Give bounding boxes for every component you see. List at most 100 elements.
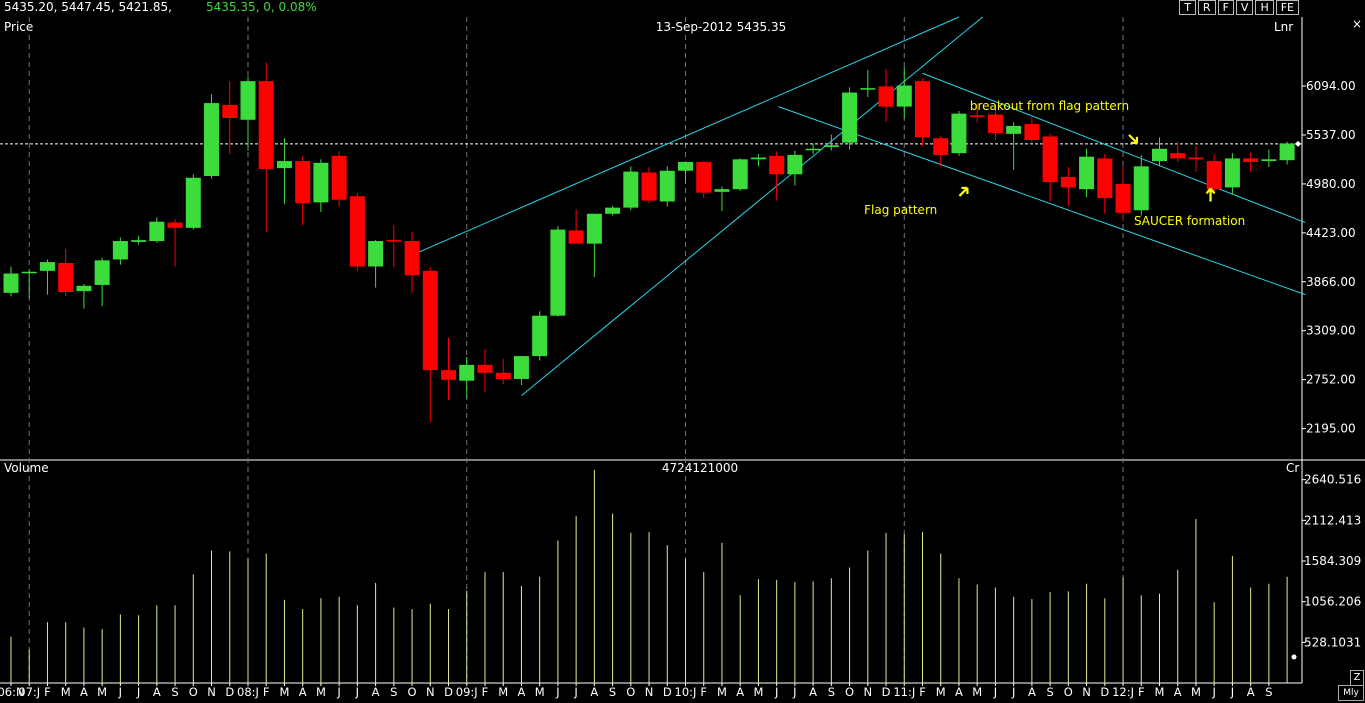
candle-body-down	[969, 115, 985, 117]
x-axis-month-label: M	[936, 685, 946, 699]
x-axis-month-label: D	[1100, 685, 1109, 699]
x-axis-month-label: D	[663, 685, 672, 699]
x-axis-month-label: O	[408, 685, 417, 699]
candle-body-up	[714, 189, 730, 192]
price-y-tick-label: 5537.00	[1306, 128, 1356, 142]
candle-body-up	[1133, 166, 1149, 211]
x-axis-month-label: M	[97, 685, 107, 699]
candle-body-down	[933, 138, 949, 155]
candle-body-down	[1243, 158, 1259, 162]
x-axis-month-label: A	[590, 685, 598, 699]
candle-body-up	[732, 159, 748, 190]
volume-scale-label: Cr	[1286, 461, 1299, 475]
x-axis-month-label: A	[80, 685, 88, 699]
candle-body-down	[878, 86, 894, 107]
x-axis-month-label: N	[426, 685, 435, 699]
x-axis-month-label: J	[993, 685, 997, 699]
candle-body-up	[750, 157, 766, 160]
annotation-arrow	[1128, 134, 1139, 144]
x-axis-month-label: J	[136, 685, 140, 699]
x-axis-month-label: A	[809, 685, 817, 699]
x-axis-month-label: J	[774, 685, 778, 699]
x-axis-month-label: 10:J	[675, 685, 697, 699]
volume-last-marker	[1291, 654, 1297, 660]
toolbar-button-t[interactable]: T	[1179, 0, 1196, 15]
x-axis-month-label: O	[626, 685, 635, 699]
candle-body-down	[1060, 176, 1076, 188]
price-y-tick-label: 2195.00	[1306, 422, 1356, 436]
candle-body-down	[477, 364, 493, 373]
toolbar-button-fe[interactable]: FE	[1275, 0, 1299, 15]
zoom-button[interactable]: Z	[1350, 670, 1364, 686]
x-axis-month-label: S	[828, 685, 835, 699]
price-panel-title: 13-Sep-2012 5435.35	[656, 20, 787, 34]
volume-panel-title: 4724121000	[662, 461, 738, 475]
x-axis-month-label: J	[1011, 685, 1015, 699]
candle-body-up	[823, 145, 839, 148]
x-axis-month-label: O	[189, 685, 198, 699]
x-axis-month-label: A	[1028, 685, 1036, 699]
candle-body-up	[1261, 159, 1277, 162]
x-axis-month-label: F	[919, 685, 926, 699]
candle-body-down	[1170, 153, 1186, 159]
candle-body-down	[386, 240, 402, 242]
toolbar-button-r[interactable]: R	[1197, 0, 1216, 15]
candle-body-up	[1224, 158, 1240, 188]
x-axis-month-label: M	[498, 685, 508, 699]
annotation-arrow	[1205, 187, 1216, 202]
candle-body-up	[204, 103, 220, 177]
candle-body-up	[313, 162, 329, 203]
candle-body-up	[112, 241, 128, 260]
x-axis-month-label: A	[1174, 685, 1182, 699]
x-axis-month-label: J	[1230, 685, 1234, 699]
close-icon[interactable]: ×	[1351, 17, 1362, 31]
x-axis-month-label: F	[482, 685, 489, 699]
trendline	[521, 16, 983, 397]
volume-y-tick-label: 2112.413	[1304, 513, 1361, 527]
x-axis-month-label: J	[555, 685, 559, 699]
candle-body-up	[39, 262, 55, 271]
x-axis-month-label: D	[225, 685, 234, 699]
x-axis-month-label: A	[299, 685, 307, 699]
toolbar-button-h[interactable]: H	[1255, 0, 1274, 15]
x-axis-month-label: J	[1211, 685, 1215, 699]
candle-body-down	[769, 155, 785, 175]
annotation-label: SAUCER formation	[1134, 214, 1245, 228]
x-axis-month-label: M	[279, 685, 289, 699]
price-y-tick-label: 4980.00	[1306, 177, 1356, 191]
candle-body-down	[295, 161, 311, 204]
candle-body-up	[951, 113, 967, 154]
candle-body-up	[532, 315, 548, 357]
candle-body-up	[131, 240, 147, 242]
candle-body-up	[368, 241, 384, 267]
x-axis-month-label: F	[1138, 685, 1145, 699]
candle-body-up	[623, 171, 639, 208]
candle-body-down	[987, 114, 1003, 133]
period-selector[interactable]: Mly	[1338, 685, 1364, 701]
candle-body-up	[459, 364, 475, 381]
x-axis-month-label: M	[1155, 685, 1165, 699]
candle-body-down	[696, 161, 712, 193]
x-axis-month-label: S	[1265, 685, 1272, 699]
candle-body-down	[641, 172, 657, 201]
candle-body-up	[21, 271, 37, 274]
toolbar-button-f[interactable]: F	[1217, 0, 1234, 15]
x-axis-month-label: J	[792, 685, 796, 699]
x-axis-month-label: N	[1082, 685, 1091, 699]
chart-toolbar: T R F V H FE	[1177, 0, 1299, 15]
candle-body-down	[349, 196, 365, 267]
x-axis-month-label: M	[972, 685, 982, 699]
candle-body-up	[659, 170, 675, 202]
candle-body-up	[94, 260, 110, 285]
toolbar-button-v[interactable]: V	[1235, 0, 1254, 15]
x-axis-month-label: F	[44, 685, 51, 699]
x-axis-month-label: N	[645, 685, 654, 699]
x-axis-month-label: M	[316, 685, 326, 699]
x-axis-month-label: 11:J	[893, 685, 915, 699]
candle-body-up	[513, 356, 529, 379]
candle-body-down	[258, 81, 274, 169]
annotation-label: breakout from flag pattern	[970, 99, 1129, 113]
volume-y-tick-label: 528.1031	[1304, 635, 1361, 649]
candle-body-up	[896, 85, 912, 107]
